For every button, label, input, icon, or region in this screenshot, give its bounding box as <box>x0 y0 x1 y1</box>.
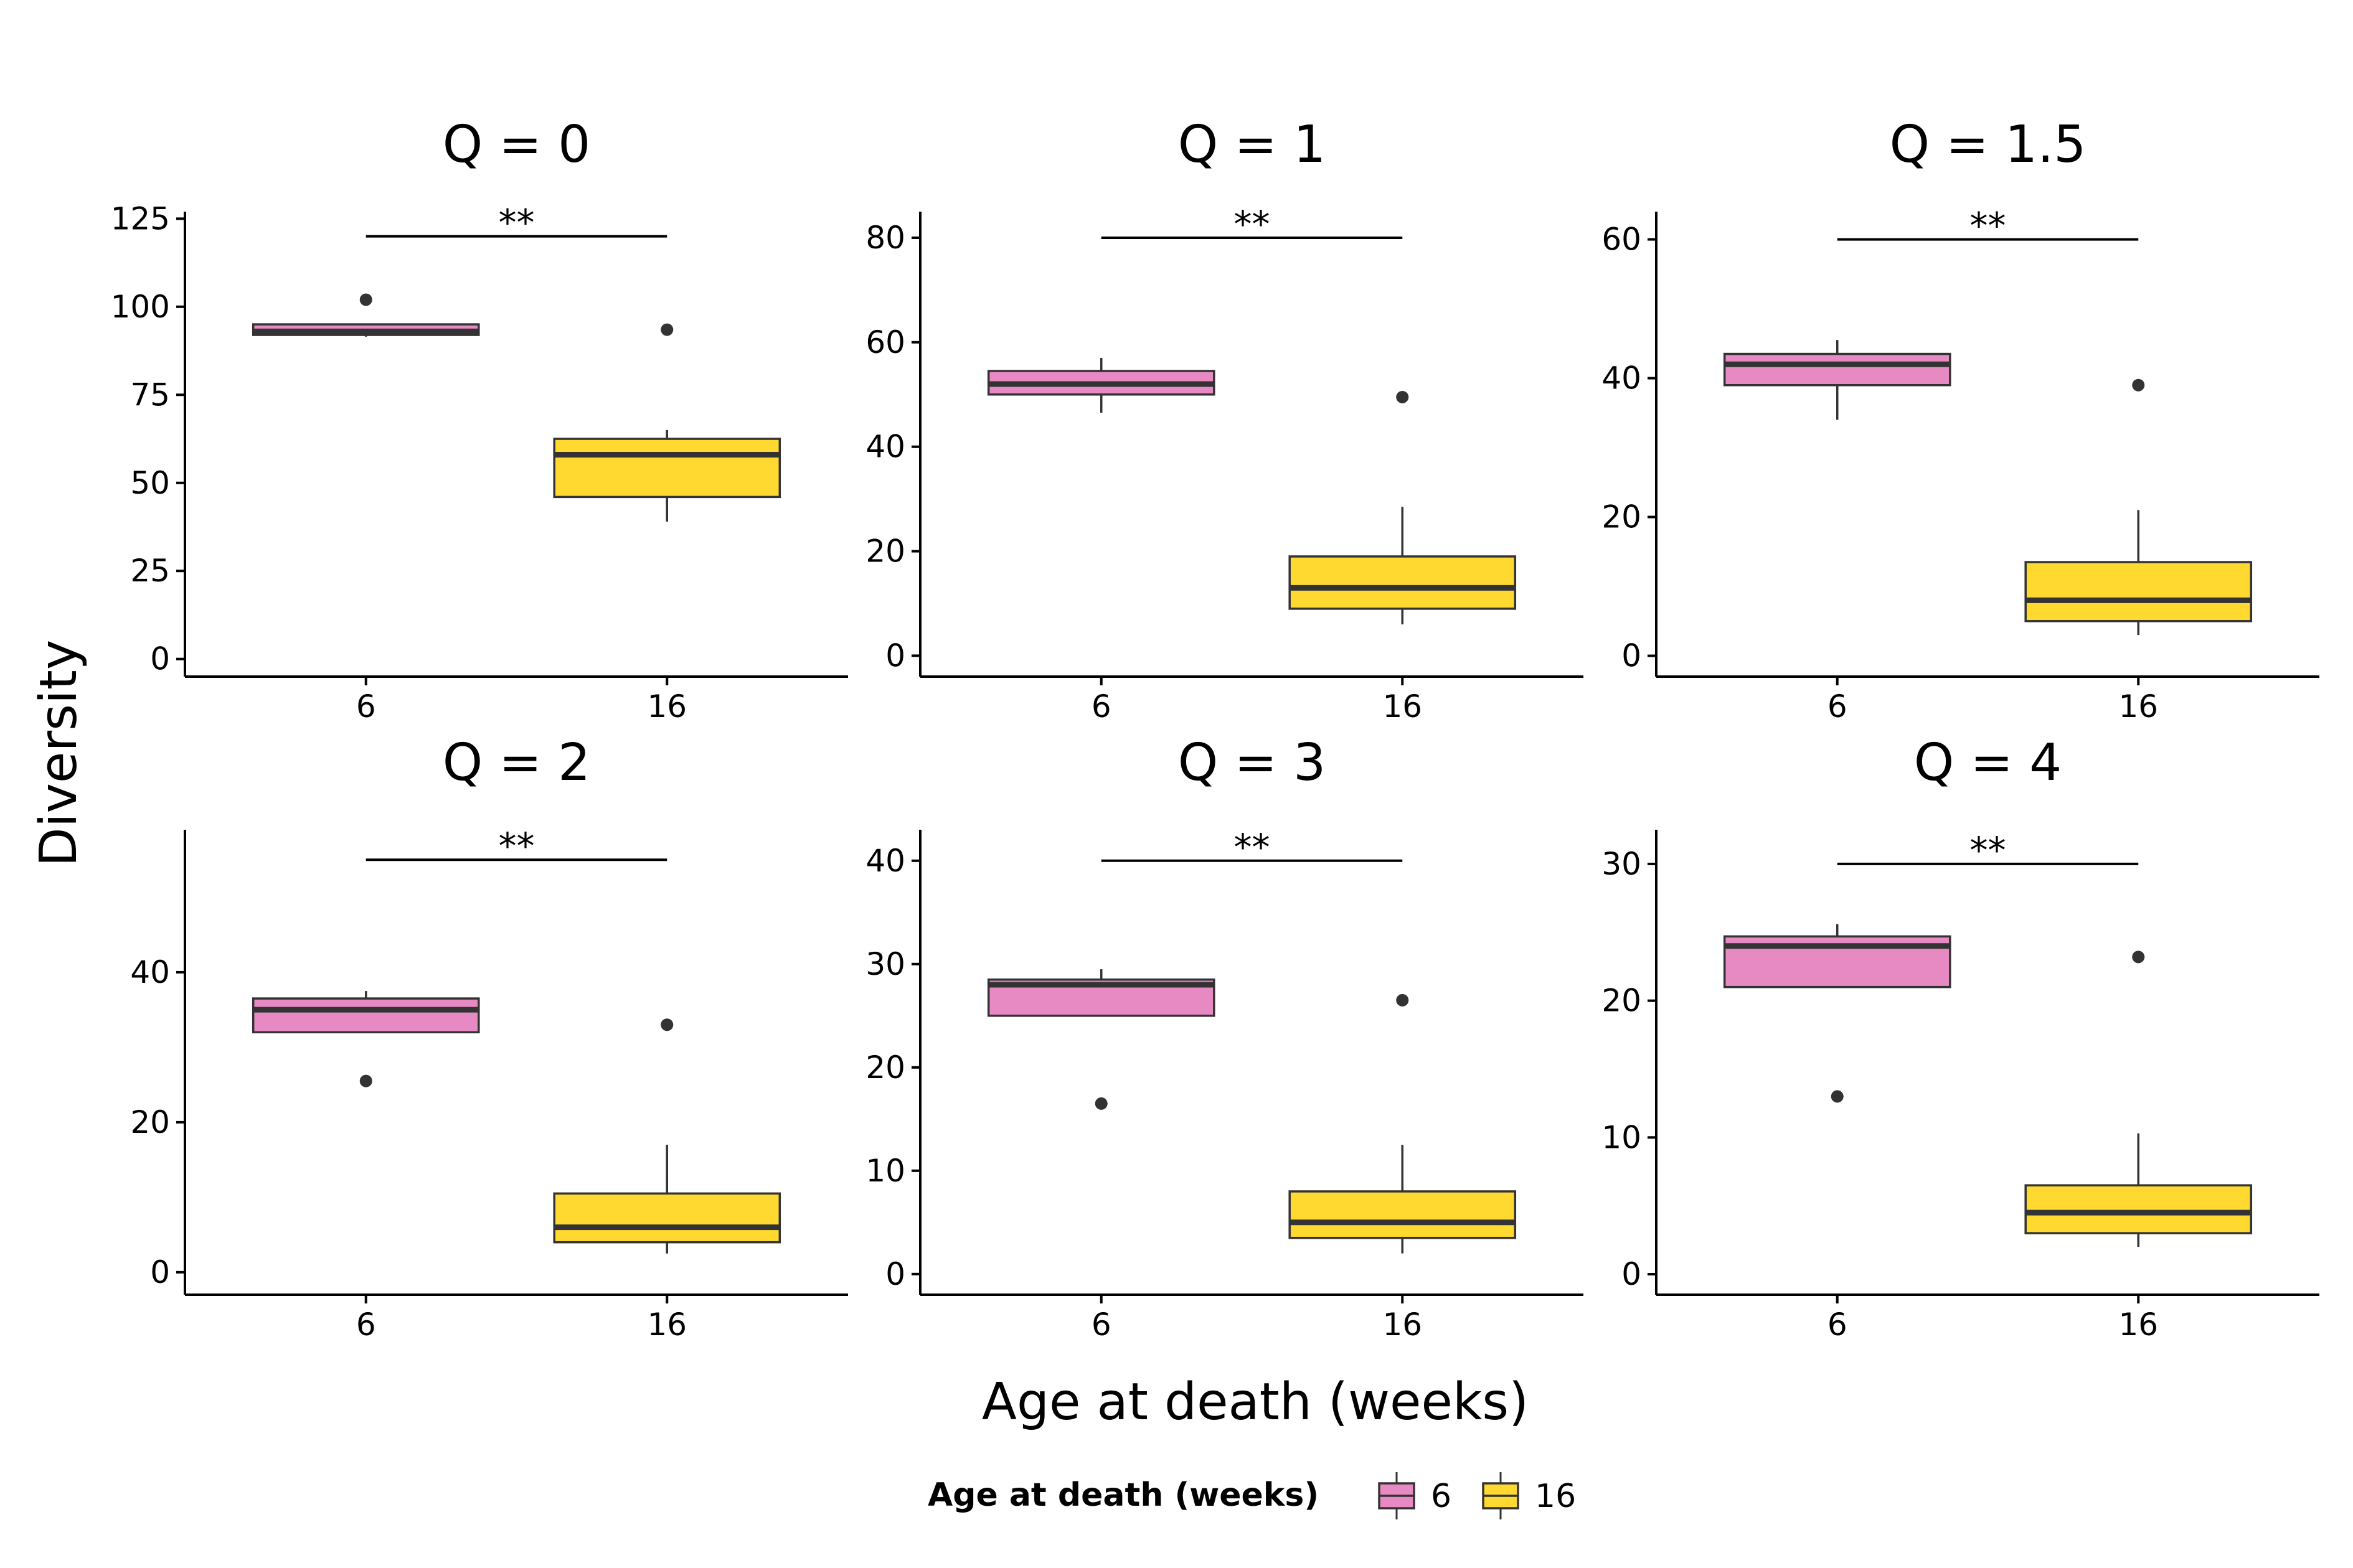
legend-key-6: 6 <box>1378 1472 1451 1519</box>
legend-key-16: 16 <box>1482 1472 1576 1519</box>
outlier-point <box>1396 390 1409 403</box>
y-tick-label: 80 <box>865 220 905 256</box>
outlier-point <box>2132 951 2145 964</box>
outlier-point <box>359 293 372 306</box>
box-iqr <box>1288 1190 1517 1239</box>
x-tick-label: 16 <box>1382 688 1422 725</box>
box-iqr <box>2024 1184 2253 1234</box>
x-tick-label: 6 <box>1827 688 1847 725</box>
x-tick-label: 6 <box>356 688 376 725</box>
outlier-point <box>661 323 674 336</box>
y-tick-label: 40 <box>865 429 905 465</box>
y-tick-label: 25 <box>130 553 170 589</box>
panel-title: Q = 1.5 <box>1890 115 2087 174</box>
outlier-point <box>1396 993 1409 1007</box>
panel-title: Q = 4 <box>1914 733 2062 792</box>
y-tick-label: 20 <box>1601 983 1641 1019</box>
box-16 <box>2024 951 2253 1247</box>
x-tick-label: 6 <box>1092 688 1111 725</box>
panel-2: Q = 1 0 20 40 60 80 6 16 ** <box>865 115 1583 725</box>
significance-label: ** <box>1970 829 2006 871</box>
x-tick-label: 6 <box>1827 1307 1847 1343</box>
outlier-point <box>1095 1097 1108 1110</box>
legend-label: 16 <box>1535 1478 1576 1515</box>
y-tick-label: 40 <box>865 843 905 879</box>
box-iqr <box>553 438 781 499</box>
outlier-point <box>1831 1090 1844 1103</box>
significance-label: ** <box>1970 205 2006 247</box>
legend: Age at death (weeks) 6 16 <box>928 1472 1576 1519</box>
box-16 <box>1288 390 1517 625</box>
y-tick-label: 30 <box>1601 846 1641 882</box>
significance-label: ** <box>1234 826 1270 868</box>
box-iqr <box>252 997 480 1034</box>
y-tick-label: 0 <box>150 1254 170 1290</box>
box-16 <box>553 1018 781 1254</box>
x-tick-label: 16 <box>1382 1307 1422 1343</box>
panel-3: Q = 1.5 0 20 40 60 6 16 ** <box>1601 115 2319 725</box>
panel-6: Q = 4 0 10 20 30 6 16 ** <box>1601 733 2319 1343</box>
x-tick-label: 6 <box>1092 1307 1111 1343</box>
y-tick-label: 20 <box>865 533 905 570</box>
box-6 <box>987 969 1215 1110</box>
y-tick-label: 60 <box>865 324 905 360</box>
box-16 <box>553 323 781 522</box>
significance-label: ** <box>1234 203 1270 245</box>
panel-title: Q = 3 <box>1178 733 1326 792</box>
x-axis-title: Age at death (weeks) <box>982 1373 1529 1432</box>
box-6 <box>252 991 480 1087</box>
box-6 <box>1723 340 1951 420</box>
panel-1: Q = 0 0 25 50 75 100 125 6 16 ** <box>111 115 848 725</box>
box-6 <box>987 358 1215 413</box>
box-6 <box>252 293 480 337</box>
y-tick-label: 125 <box>111 200 170 237</box>
box-iqr <box>1288 555 1517 610</box>
significance-label: ** <box>499 825 535 867</box>
y-tick-label: 0 <box>1621 638 1641 674</box>
box-iqr <box>1723 352 1951 387</box>
y-tick-label: 20 <box>130 1104 170 1140</box>
x-tick-label: 6 <box>356 1307 376 1343</box>
legend-title: Age at death (weeks) <box>928 1476 1319 1514</box>
box-6 <box>1723 924 1951 1103</box>
box-16 <box>2024 378 2253 636</box>
y-tick-label: 60 <box>1601 222 1641 258</box>
y-tick-label: 40 <box>1601 360 1641 397</box>
panel-title: Q = 1 <box>1178 115 1326 174</box>
x-tick-label: 16 <box>2118 1307 2158 1343</box>
box-iqr <box>553 1192 781 1244</box>
box-iqr <box>2024 561 2253 622</box>
y-tick-label: 30 <box>865 946 905 982</box>
y-tick-label: 20 <box>865 1049 905 1086</box>
y-tick-label: 0 <box>885 1256 905 1292</box>
box-16 <box>1288 993 1517 1254</box>
y-tick-label: 10 <box>1601 1119 1641 1155</box>
y-axis-title: Diversity <box>29 640 88 867</box>
y-tick-label: 0 <box>885 637 905 674</box>
y-tick-label: 0 <box>1621 1256 1641 1292</box>
y-tick-label: 0 <box>150 641 170 677</box>
panel-5: Q = 3 0 10 20 30 40 6 16 ** <box>865 733 1583 1343</box>
y-tick-label: 10 <box>865 1153 905 1189</box>
x-tick-label: 16 <box>2118 688 2158 725</box>
x-tick-label: 16 <box>647 688 687 725</box>
outlier-point <box>2132 378 2145 392</box>
panel-4: Q = 2 0 20 40 6 16 ** <box>130 733 848 1343</box>
outlier-point <box>359 1074 372 1087</box>
y-tick-label: 75 <box>130 377 170 413</box>
y-tick-label: 40 <box>130 954 170 990</box>
x-tick-label: 16 <box>647 1307 687 1343</box>
outlier-point <box>661 1018 674 1031</box>
y-tick-label: 100 <box>111 289 170 325</box>
panel-title: Q = 0 <box>443 115 591 174</box>
significance-label: ** <box>499 202 535 244</box>
y-tick-label: 20 <box>1601 499 1641 535</box>
y-tick-label: 50 <box>130 465 170 501</box>
legend-label: 6 <box>1431 1478 1451 1515</box>
panel-title: Q = 2 <box>443 733 591 792</box>
